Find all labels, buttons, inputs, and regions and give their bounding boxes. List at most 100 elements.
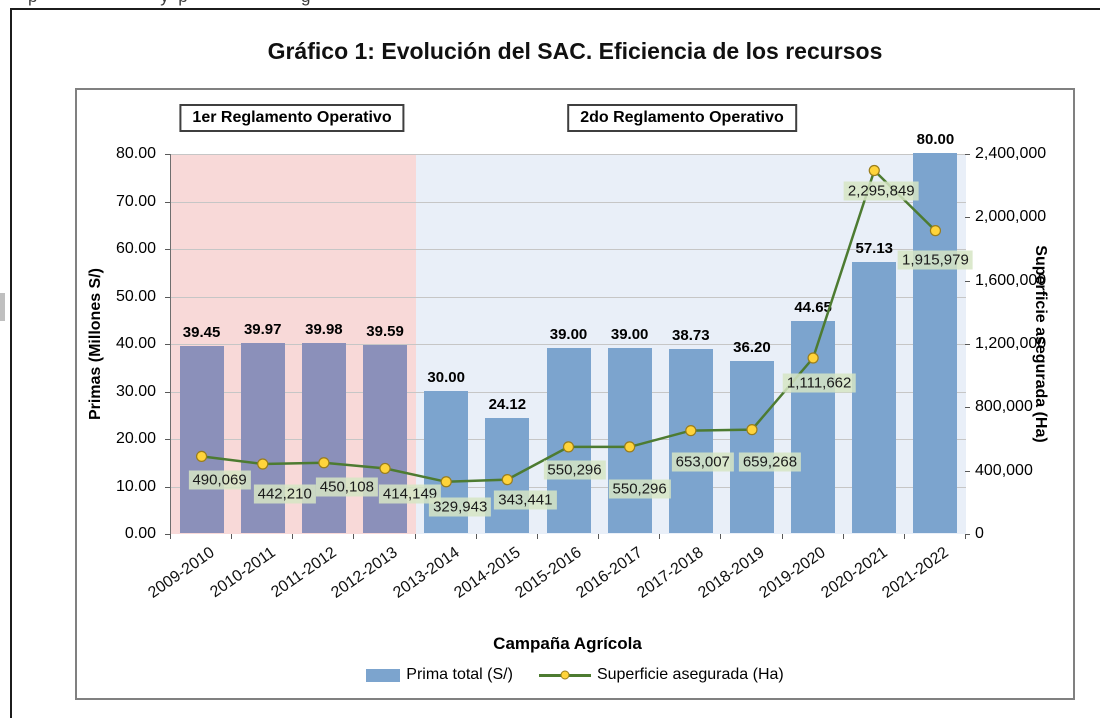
legend-item: Superficie asegurada (Ha) <box>538 666 784 684</box>
y-right-tick-label: 0 <box>975 525 984 542</box>
h-gridline <box>171 154 966 155</box>
chart-title: Gráfico 1: Evolución del SAC. Eficiencia… <box>267 38 883 64</box>
x-tick-mark <box>414 534 416 539</box>
line-marker <box>318 457 330 469</box>
line-marker <box>195 450 208 463</box>
y-right-tick-mark <box>965 407 970 409</box>
legend-label: Superficie asegurada (Ha) <box>596 666 784 683</box>
y-left-tick-label: 20.00 <box>115 430 156 447</box>
y-right-tick-label: 400,000 <box>975 461 1033 479</box>
bar-value-label: 39.45 <box>182 323 221 341</box>
region2-label-box: 2do Reglamento Operativo <box>567 104 797 132</box>
h-gridline <box>171 296 966 298</box>
x-category-label: 2021-2022 <box>879 544 952 602</box>
y-left-tick-mark <box>165 344 170 345</box>
y-right-tick-label: 1,200,000 <box>975 335 1047 352</box>
y-left-tick-mark <box>165 534 170 535</box>
line-marker <box>746 424 758 436</box>
x-category-label: 2019-2020 <box>756 544 830 602</box>
y-right-tick-label: 2,400,000 <box>975 145 1047 162</box>
bar-value-label: 38.73 <box>672 327 710 345</box>
bar-value-label: 39.00 <box>610 325 649 343</box>
x-tick-mark <box>659 534 661 539</box>
y-left-tick-label: 70.00 <box>115 192 156 210</box>
y-left-tick-label: 0.00 <box>124 525 156 542</box>
h-gridline <box>171 201 966 203</box>
x-category-label: 2012-2013 <box>328 544 402 602</box>
legend: Prima total (S/) Superficie asegurada (Ha… <box>77 666 1073 684</box>
bar-swatch-icon <box>366 668 401 682</box>
y-right-tick-mark <box>965 154 970 155</box>
line-value-label: 550,296 <box>608 479 671 499</box>
y-left-tick-mark <box>165 391 170 393</box>
line-value-label: 659,268 <box>738 452 802 472</box>
y-right-tick-label: 1,600,000 <box>975 271 1047 289</box>
y-right-tick-mark <box>965 344 970 345</box>
line-value-label: 490,069 <box>188 470 251 490</box>
line-value-label: 550,296 <box>543 460 606 480</box>
line-marker <box>257 458 269 470</box>
prima-bar <box>729 361 774 533</box>
y-left-tick-mark <box>165 201 170 203</box>
y-right-tick-mark <box>965 470 970 472</box>
x-tick-mark <box>536 534 538 539</box>
line-value-label: 343,441 <box>494 490 557 510</box>
y-left-tick-mark <box>165 486 170 488</box>
x-tick-mark <box>842 534 844 539</box>
legend-item: Prima total (S/) <box>366 666 513 684</box>
x-category-label: 2013-2014 <box>389 544 463 602</box>
line-value-label: 653,007 <box>671 452 734 472</box>
x-tick-mark <box>598 534 600 539</box>
prima-bar <box>607 347 652 533</box>
y-left-tick-label: 50.00 <box>115 287 156 305</box>
y-right-tick-mark <box>965 280 970 282</box>
y-left-tick-label: 60.00 <box>115 240 156 257</box>
x-category-label: 2009-2010 <box>145 544 218 602</box>
region1-label-box: 1er Reglamento Operativo <box>179 104 405 132</box>
line-swatch-icon <box>538 669 591 682</box>
x-tick-mark <box>292 534 294 539</box>
line-value-label: 1,915,979 <box>898 250 973 270</box>
y-right-tick-label: 800,000 <box>975 398 1033 416</box>
prima-bar <box>852 261 897 533</box>
prima-bar <box>179 345 224 533</box>
document-border-left <box>10 8 12 718</box>
bar-value-label: 80.00 <box>916 131 955 148</box>
y-left-tick-label: 40.00 <box>115 335 156 352</box>
line-value-label: 1,111,662 <box>782 373 856 393</box>
line-path <box>201 168 937 484</box>
line-swatch-dot-icon <box>560 670 570 680</box>
bar-value-label: 24.12 <box>488 396 527 414</box>
superficie-line-series <box>195 164 942 488</box>
cropped-left-fragment <box>0 293 5 321</box>
x-tick-mark <box>720 534 722 539</box>
line-marker <box>868 164 880 177</box>
y-left-tick-mark <box>165 296 170 298</box>
bar-value-label: 39.98 <box>305 321 343 339</box>
legend-label: Prima total (S/) <box>406 666 513 683</box>
x-category-label: 2018-2019 <box>695 544 769 602</box>
bar-value-label: 57.13 <box>855 239 894 257</box>
y-left-tick-mark <box>165 249 170 250</box>
line-marker <box>685 425 697 437</box>
cropped-text-fragment: p y p g <box>28 0 310 9</box>
bar-value-label: 39.97 <box>243 321 282 339</box>
plot-area: 39.45 39.97 39.98 39.59 30.00 24.12 39.00 39.00… <box>170 131 973 534</box>
y-left-tick-label: 30.00 <box>115 382 156 400</box>
y-left-tick-mark <box>165 439 170 440</box>
y-left-tick-label: 80.00 <box>115 145 156 162</box>
line-value-label: 2,295,849 <box>843 181 919 201</box>
line-marker <box>562 441 575 453</box>
y-left-tick-mark <box>165 154 170 155</box>
x-tick-mark <box>475 534 477 539</box>
chart: 1er Reglamento Operativo 2do Reglamento … <box>75 88 1075 700</box>
line-value-label: 414,149 <box>378 484 442 504</box>
x-tick-mark <box>353 534 355 539</box>
x-tick-mark <box>781 534 783 539</box>
bar-value-label: 39.59 <box>366 322 404 340</box>
line-value-label: 329,943 <box>429 497 492 517</box>
bar-value-label: 39.00 <box>549 325 588 343</box>
bar-value-label: 44.65 <box>794 298 832 316</box>
x-category-label: 2010-2011 <box>207 544 279 602</box>
